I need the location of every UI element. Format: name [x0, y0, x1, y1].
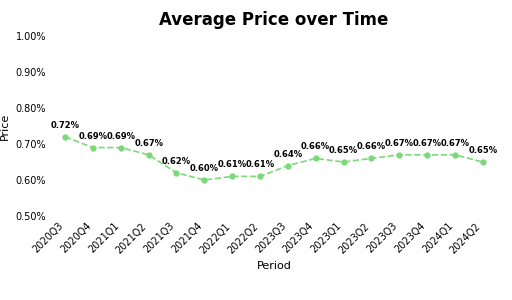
Text: 0.64%: 0.64%	[273, 150, 303, 159]
Text: 0.65%: 0.65%	[329, 146, 358, 155]
Text: 0.60%: 0.60%	[190, 164, 219, 173]
Text: 0.67%: 0.67%	[134, 139, 163, 148]
Text: 0.65%: 0.65%	[468, 146, 497, 155]
Text: 0.69%: 0.69%	[78, 132, 108, 141]
Text: 0.67%: 0.67%	[413, 139, 441, 148]
Text: 0.67%: 0.67%	[385, 139, 414, 148]
Y-axis label: Price: Price	[0, 112, 10, 140]
Text: 0.61%: 0.61%	[218, 160, 247, 169]
Text: 0.69%: 0.69%	[106, 132, 135, 141]
Text: 0.66%: 0.66%	[357, 142, 386, 152]
Text: 0.61%: 0.61%	[245, 160, 274, 169]
Title: Average Price over Time: Average Price over Time	[159, 11, 389, 29]
X-axis label: Period: Period	[257, 261, 291, 271]
Text: 0.72%: 0.72%	[51, 121, 80, 130]
Text: 0.67%: 0.67%	[440, 139, 470, 148]
Text: 0.62%: 0.62%	[162, 157, 191, 166]
Text: 0.66%: 0.66%	[301, 142, 330, 152]
